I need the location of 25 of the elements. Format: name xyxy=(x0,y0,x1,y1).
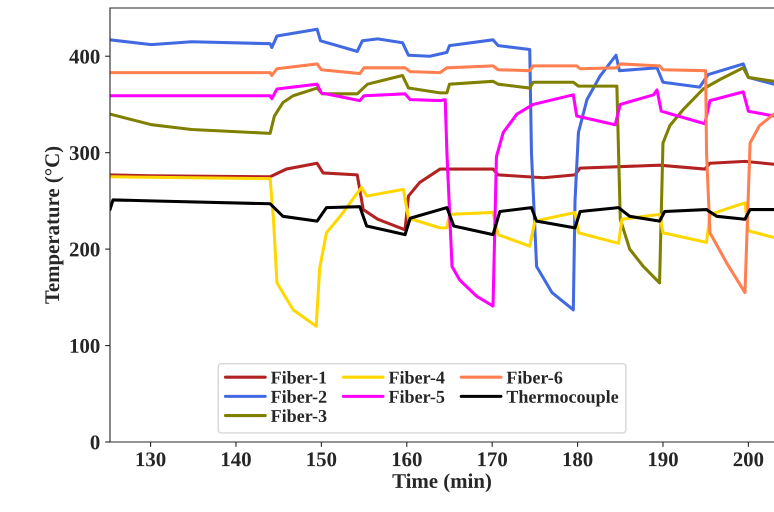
line-series xyxy=(110,28,774,312)
y-axis-title: Temperature (°C) xyxy=(44,146,64,304)
legend-label: Fiber-4 xyxy=(388,370,445,384)
x-tick-label: 170 xyxy=(478,452,508,466)
legend-label: Fiber-6 xyxy=(506,370,562,384)
x-tick-label: 150 xyxy=(307,452,336,466)
legend-label: Fiber-3 xyxy=(270,409,326,422)
x-tick-label: 160 xyxy=(392,452,422,466)
x-axis-title: Time (min) xyxy=(392,473,491,492)
x-tick-label: 130 xyxy=(136,452,166,466)
x-tick-label: 180 xyxy=(564,452,592,466)
legend-label: Fiber-5 xyxy=(388,390,444,403)
y-tick-label: 0 xyxy=(90,435,100,450)
x-tick-label: 200 xyxy=(734,452,764,466)
y-tick-label: 300 xyxy=(70,146,100,160)
y-tick-label: 400 xyxy=(69,50,100,64)
legend-label: Thermocouple xyxy=(506,390,618,407)
line-series xyxy=(110,175,774,328)
legend-label: Fiber-1 xyxy=(270,370,326,384)
x-tick-label: 190 xyxy=(649,452,678,466)
y-tick-label: 100 xyxy=(70,338,100,353)
legend-label: Fiber-2 xyxy=(270,390,326,403)
line-series xyxy=(110,198,774,236)
x-tick-label: 140 xyxy=(222,452,251,466)
y-tick-label: 200 xyxy=(70,242,100,257)
